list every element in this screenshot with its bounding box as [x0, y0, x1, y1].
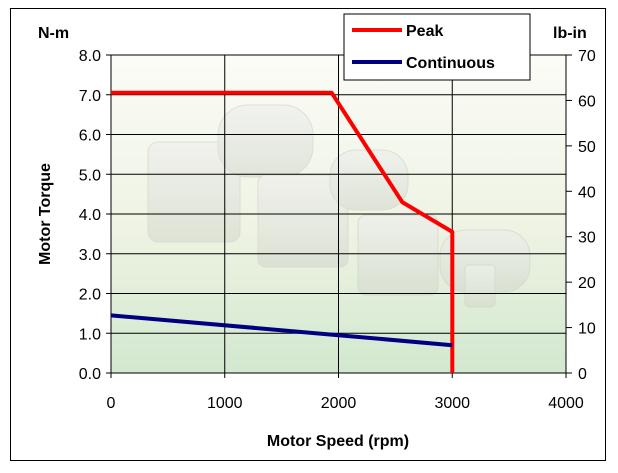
y2-tick-label: 30 [578, 230, 596, 247]
y-tick-label: 3.0 [79, 247, 101, 264]
x-tick-label: 0 [107, 395, 116, 412]
y2-tick-label: 20 [578, 275, 596, 292]
y-tick-label: 1.0 [79, 326, 101, 343]
y-tick-label: 4.0 [79, 207, 101, 224]
x-tick-label: 4000 [548, 395, 584, 412]
legend: Peak Continuous [343, 13, 531, 81]
right-unit-label: lb-in [553, 25, 587, 42]
x-tick-label: 2000 [321, 395, 357, 412]
motor-photo-image [147, 104, 531, 308]
y2-tick-label: 40 [578, 184, 596, 201]
y-tick-label: 2.0 [79, 287, 101, 304]
legend-label-peak: Peak [406, 23, 443, 40]
x-tick-label: 1000 [207, 395, 243, 412]
y2-tick-label: 0 [578, 366, 587, 383]
x-tick-label: 3000 [434, 395, 470, 412]
y2-tick-label: 60 [578, 93, 596, 110]
y-tick-label: 7.0 [79, 88, 101, 105]
y2-tick-label: 70 [578, 48, 596, 65]
y-tick-label: 5.0 [79, 167, 101, 184]
y-tick-label: 0.0 [79, 366, 101, 383]
x-axis-title: Motor Speed (rpm) [267, 433, 409, 450]
y2-tick-label: 50 [578, 139, 596, 156]
y-axis-title: Motor Torque [37, 163, 54, 265]
legend-box [343, 13, 531, 81]
legend-label-continuous: Continuous [406, 55, 495, 72]
left-unit-label: N-m [38, 25, 69, 42]
y2-tick-label: 10 [578, 321, 596, 338]
series-line-continuous [110, 313, 453, 348]
y-tick-label: 6.0 [79, 128, 101, 145]
series-line-peak [111, 90, 455, 373]
y-tick-label: 8.0 [79, 48, 101, 65]
